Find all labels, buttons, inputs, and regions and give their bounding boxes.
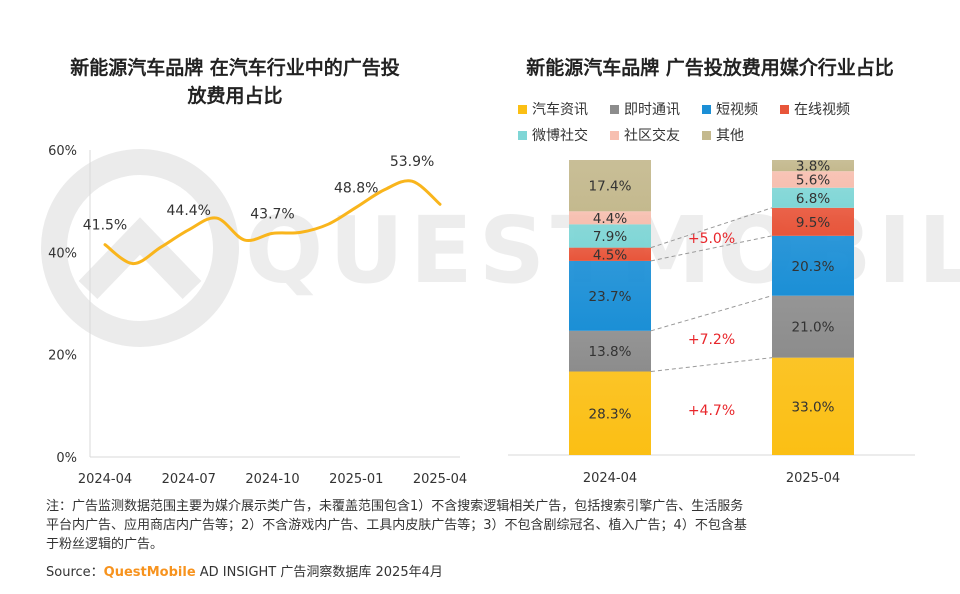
legend-swatch [518,104,527,114]
y-tick-label: 0% [56,451,77,466]
line-chart: 0% 20% 40% 60% 2024-04 2024-07 2024-10 2025-01 2… [48,144,467,487]
legend-label: 微博社交 [532,128,588,144]
connector-line [650,207,773,249]
bar-segment [569,260,651,331]
segment-label: 13.8% [589,344,632,360]
legend-label: 即时通讯 [624,102,680,118]
legend-label: 汽车资讯 [532,102,588,118]
x-tick-label: 2024-10 [245,472,299,487]
bar-segment [569,371,651,455]
line-chart-title: 新能源汽车品牌 在汽车行业中的广告投 放费用占比 [40,54,430,110]
footnote-line3: 于粉丝逻辑的广告。 [46,537,164,552]
legend-item: 其他 [702,122,744,148]
segment-label: 3.8% [796,159,830,175]
y-tick-label: 40% [48,246,77,261]
line-chart-title-line2: 放费用占比 [187,85,283,107]
segment-label: 33.0% [792,399,835,415]
x-tick-label: 2024-07 [162,472,216,487]
segment-label: 5.6% [796,172,830,188]
footnote: 注：广告监测数据范围主要为媒介展示类广告，未覆盖范围包含1）不含搜索逻辑相关广告… [46,497,926,554]
legend-item: 即时通讯 [610,96,680,122]
x-tick-label: 2025-01 [329,472,383,487]
y-tick-label: 60% [48,144,77,159]
x-tick-label: 2025-04 [786,471,840,486]
bar-segment [569,330,651,372]
legend-item: 汽车资讯 [518,96,588,122]
connector-line [650,357,773,373]
segment-label: 7.9% [593,229,627,245]
x-tick-label: 2024-04 [583,471,637,486]
bar-segment [569,247,651,261]
y-tick-label: 20% [48,349,77,364]
legend-swatch [702,130,711,140]
line-chart-title-line1: 新能源汽车品牌 在汽车行业中的广告投 [70,57,400,79]
legend-label: 在线视频 [794,102,850,118]
segment-label: 9.5% [796,215,830,231]
bar-segment [772,207,854,236]
bar-segment [772,187,854,208]
legend-item: 微博社交 [518,122,588,148]
series-line [103,179,442,266]
data-label: 43.7% [250,206,294,222]
change-annotation: +4.7% [688,403,735,419]
data-label: 48.8% [334,180,378,196]
legend-swatch [702,104,711,114]
legend-swatch [610,104,619,114]
bar-segment [569,211,651,225]
legend-label: 短视频 [716,102,758,118]
x-tick-label: 2024-04 [78,472,132,487]
bar-segment [772,235,854,296]
segment-label: 21.0% [792,320,835,336]
legend-swatch [780,104,789,114]
source-line: Source：QuestMobile AD INSIGHT 广告洞察数据库 20… [46,561,443,580]
legend-swatch [518,130,527,140]
source-label: Source： [46,565,104,580]
legend-item: 短视频 [702,96,758,122]
segment-label: 28.3% [589,406,632,422]
data-label: 41.5% [83,218,127,234]
stacked-bar-chart: 28.3% 33.0% 13.8% 21.0% 23.7% 20.3% 4.5% 9.5% 7.… [508,159,915,486]
data-label: 53.9% [390,154,434,170]
legend-label: 社区交友 [624,128,680,144]
segment-label: 23.7% [589,289,632,305]
change-annotation: +5.0% [688,231,735,247]
change-annotation: +7.2% [688,332,735,348]
bar-segment [569,224,651,248]
bar-chart-legend: 汽车资讯 即时通讯 短视频 在线视频微博社交 社区交友 其他 [518,96,938,148]
bar-segment [772,160,854,172]
legend-swatch [610,130,619,140]
segment-label: 20.3% [792,259,835,275]
source-brand: QuestMobile [103,565,196,580]
bar-segment [569,160,651,212]
source-rest: AD INSIGHT 广告洞察数据库 2025年4月 [195,565,443,580]
bar-chart-title: 新能源汽车品牌 广告投放费用媒介行业占比 [526,57,894,79]
x-tick-label: 2025-04 [413,472,467,487]
legend-item: 社区交友 [610,122,680,148]
footnote-line2: 平台内广告、应用商店内广告等；2）不含游戏内广告、工具内皮肤广告等；3）不包含剧… [46,518,747,533]
segment-label: 17.4% [589,179,632,195]
bar-segment [772,295,854,358]
segment-label: 4.4% [593,211,627,227]
data-label: 44.4% [167,203,211,219]
segment-label: 4.5% [593,247,627,263]
segment-label: 6.8% [796,191,830,207]
bar-segment [772,357,854,455]
legend-label: 其他 [716,128,744,144]
bar-segment [772,171,854,188]
legend-item: 在线视频 [780,96,850,122]
footnote-line1: 注：广告监测数据范围主要为媒介展示类广告，未覆盖范围包含1）不含搜索逻辑相关广告… [46,499,744,514]
